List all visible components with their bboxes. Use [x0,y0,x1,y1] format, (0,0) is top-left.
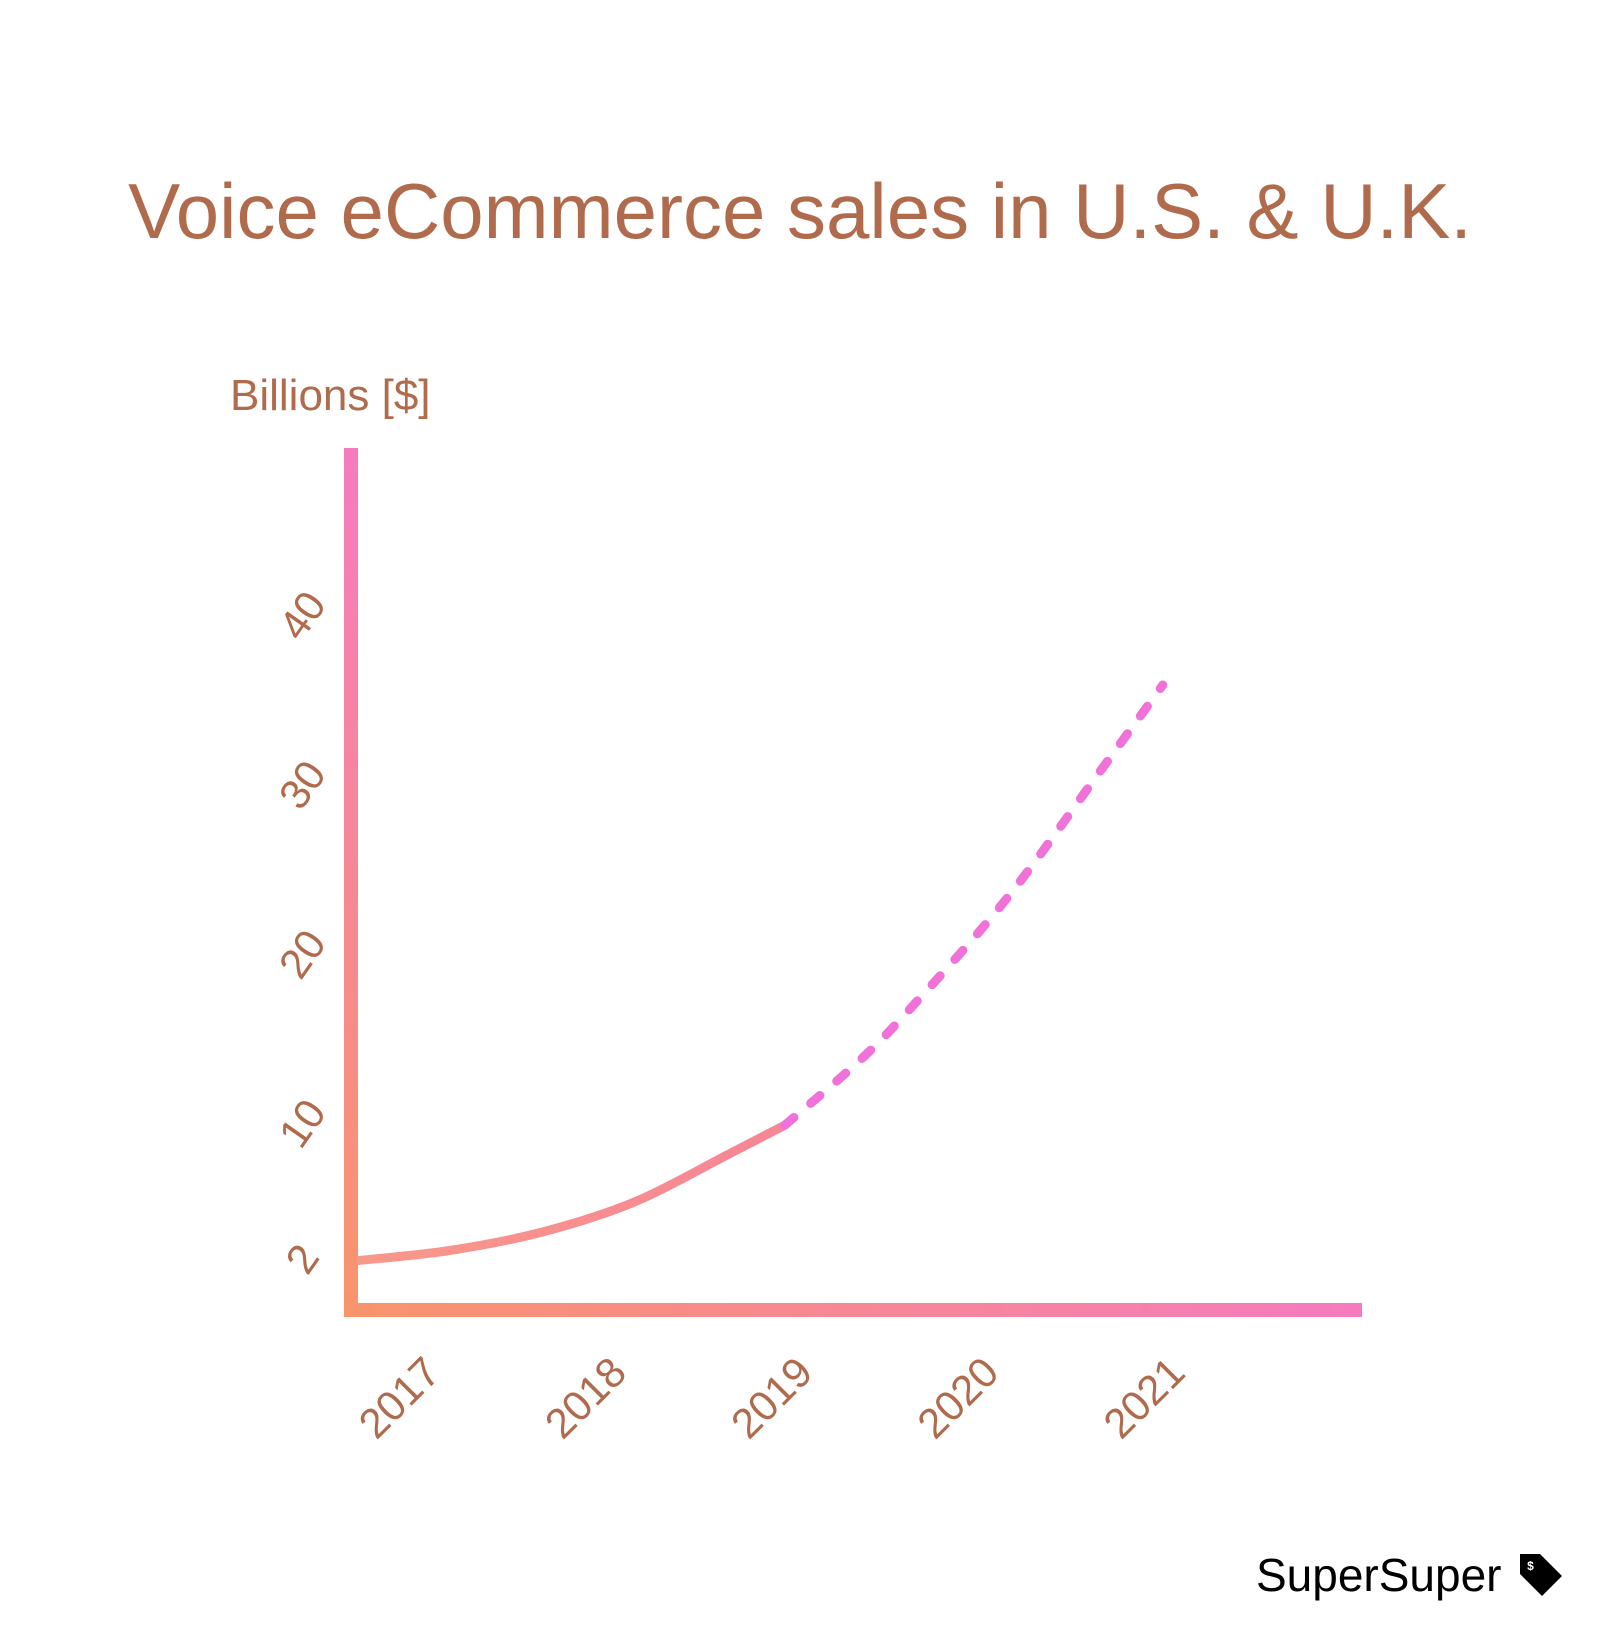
y-tick-label: 40 [270,583,335,648]
y-axis-label: Billions [$] [230,371,431,420]
y-tick-label: 2 [276,1236,328,1282]
x-tick-label: 2017 [350,1348,449,1447]
x-axis [344,1303,1362,1317]
brand-name: SuperSuper [1256,1549,1502,1601]
brand-logo: SuperSuper $ [1256,1548,1566,1602]
actual-line-solid [356,1121,787,1266]
y-tick-label: 20 [270,921,335,986]
y-tick-labels: 2 10 20 30 40 [270,583,335,1282]
price-tag-glyph: $ [1527,1559,1534,1573]
x-tick-label: 2020 [908,1348,1007,1447]
y-tick-label: 30 [270,752,335,817]
chart-title: Voice eCommerce sales in U.S. & U.K. [128,167,1472,255]
x-tick-label: 2021 [1094,1348,1193,1447]
x-tick-label: 2019 [722,1348,821,1447]
y-tick-label: 10 [270,1091,335,1156]
price-tag-icon: $ [1519,1554,1562,1596]
forecast-line-dashed [780,680,1168,1130]
x-tick-label: 2018 [536,1348,635,1447]
y-axis [344,448,358,1316]
x-tick-labels: 2017 2018 2019 2020 2021 [350,1348,1194,1447]
series-lines [356,680,1168,1266]
